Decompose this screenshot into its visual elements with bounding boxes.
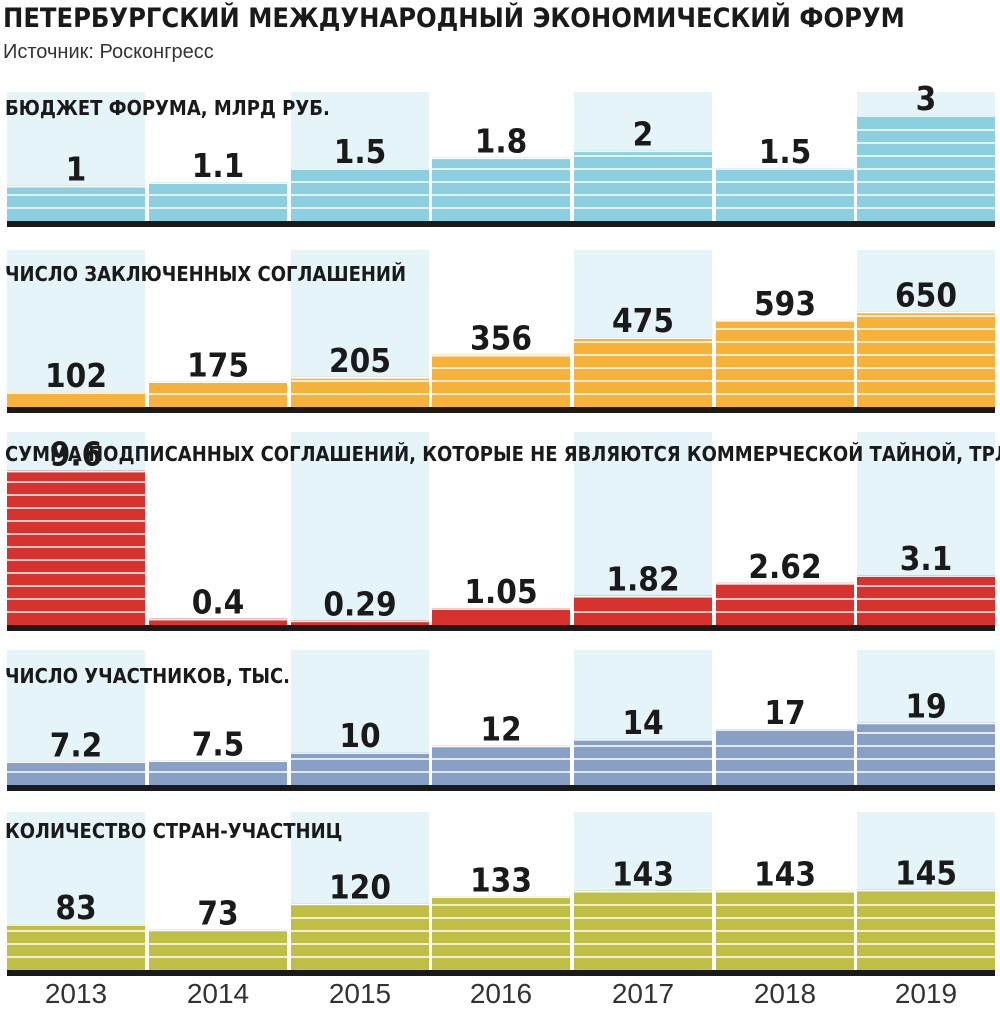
value-label-2018: 143 bbox=[754, 855, 816, 894]
infographic-title: ПЕТЕРБУРГСКИЙ МЕЖДУНАРОДНЫЙ ЭКОНОМИЧЕСКИ… bbox=[3, 2, 905, 34]
baseline bbox=[7, 785, 995, 791]
value-label-2019: 145 bbox=[895, 854, 957, 893]
value-label-2016: 133 bbox=[470, 860, 532, 899]
value-label-2015: 10 bbox=[339, 716, 380, 755]
value-label-2014: 175 bbox=[187, 345, 249, 384]
panel-title: СУММА ПОДПИСАННЫХ СОГЛАШЕНИЙ, КОТОРЫЕ НЕ… bbox=[5, 442, 1000, 466]
baseline bbox=[7, 407, 995, 413]
bar-2016 bbox=[432, 608, 570, 625]
bar-2016 bbox=[432, 745, 570, 785]
panel-4: 7.2 7.5 10 12 14 17 19 ЧИСЛО УЧАСТНИКОВ, ТЫС. bbox=[5, 650, 995, 791]
year-label-2013: 2013 bbox=[45, 978, 107, 1009]
value-label-2019: 3.1 bbox=[900, 539, 953, 578]
value-label-2015: 0.29 bbox=[323, 584, 396, 623]
value-label-2015: 205 bbox=[329, 341, 391, 380]
panel-title: БЮДЖЕТ ФОРУМА, МЛРД РУБ. bbox=[5, 96, 330, 120]
year-label-2014: 2014 bbox=[187, 978, 249, 1009]
baseline bbox=[7, 625, 995, 631]
value-label-2017: 2 bbox=[633, 114, 654, 153]
value-label-2013: 7.2 bbox=[50, 725, 103, 764]
value-label-2017: 1.82 bbox=[606, 560, 679, 599]
bar-2014 bbox=[149, 618, 287, 625]
value-label-2014: 73 bbox=[197, 894, 238, 933]
value-label-2018: 593 bbox=[754, 284, 816, 323]
bar-2017 bbox=[574, 595, 712, 625]
panel-5: 83 73 120 133 143 143 145 КОЛИЧЕСТВО СТРАН-УЧАС… bbox=[5, 812, 995, 976]
panel-1: 1 1.1 1.5 1.8 2 1.5 3 БЮДЖЕТ ФОРУМА, МЛРД РУБ. bbox=[5, 79, 995, 227]
value-label-2014: 0.4 bbox=[192, 583, 245, 622]
bar-2019 bbox=[857, 575, 995, 625]
year-label-2019: 2019 bbox=[895, 978, 957, 1009]
bar-2013 bbox=[7, 761, 145, 785]
value-label-2013: 9.6 bbox=[50, 435, 103, 474]
value-label-2018: 17 bbox=[764, 693, 805, 732]
bar-2015 bbox=[291, 903, 429, 970]
panel-title: КОЛИЧЕСТВО СТРАН-УЧАСТНИЦ bbox=[5, 819, 342, 843]
year-label-2015: 2015 bbox=[329, 978, 391, 1009]
year-label-2017: 2017 bbox=[612, 978, 674, 1009]
year-axis: 2013 2014 2015 2016 2017 2018 2019 bbox=[45, 978, 957, 1009]
bar-2014 bbox=[149, 929, 287, 970]
value-label-2017: 475 bbox=[612, 301, 674, 340]
bar-2018 bbox=[716, 319, 854, 407]
bar-2013 bbox=[7, 185, 145, 221]
value-label-2019: 650 bbox=[895, 276, 957, 315]
value-label-2013: 102 bbox=[45, 356, 107, 395]
baseline bbox=[7, 970, 995, 976]
bar-2017 bbox=[574, 150, 712, 221]
value-label-2017: 143 bbox=[612, 855, 674, 894]
value-label-2013: 83 bbox=[55, 888, 96, 927]
bar-2016 bbox=[432, 896, 570, 970]
baseline bbox=[7, 221, 995, 227]
value-label-2019: 3 bbox=[916, 79, 937, 118]
bar-2017 bbox=[574, 337, 712, 407]
value-label-2016: 1.8 bbox=[475, 121, 528, 160]
value-label-2015: 1.5 bbox=[334, 132, 387, 171]
value-label-2016: 1.05 bbox=[464, 572, 537, 611]
value-label-2014: 7.5 bbox=[192, 724, 245, 763]
bar-2018 bbox=[716, 582, 854, 625]
panel-3: 9.6 0.4 0.29 1.05 1.82 2.62 3.1 СУММА ПОДПИСАНН… bbox=[5, 432, 1000, 631]
bar-2019 bbox=[857, 311, 995, 407]
bar-2018 bbox=[716, 729, 854, 785]
year-label-2018: 2018 bbox=[754, 978, 816, 1009]
value-label-2015: 120 bbox=[329, 867, 391, 906]
panel-title: ЧИСЛО ЗАКЛЮЧЕННЫХ СОГЛАШЕНИЙ bbox=[5, 262, 406, 286]
column-background bbox=[7, 250, 145, 407]
bar-2015 bbox=[291, 620, 429, 625]
bar-2015 bbox=[291, 376, 429, 407]
year-label-2016: 2016 bbox=[470, 978, 532, 1009]
bar-2019 bbox=[857, 114, 995, 221]
value-label-2016: 356 bbox=[470, 319, 532, 358]
value-label-2014: 1.1 bbox=[192, 146, 245, 185]
bar-2013 bbox=[7, 392, 145, 407]
bar-2019 bbox=[857, 722, 995, 785]
bar-2019 bbox=[857, 889, 995, 970]
value-label-2016: 12 bbox=[480, 709, 521, 748]
bar-2013 bbox=[7, 470, 145, 625]
value-label-2013: 1 bbox=[66, 150, 87, 189]
bar-2015 bbox=[291, 752, 429, 785]
source-note: Источник: Росконгресс bbox=[3, 41, 214, 63]
value-label-2017: 14 bbox=[622, 703, 663, 742]
column-background bbox=[574, 432, 712, 625]
value-label-2018: 1.5 bbox=[759, 132, 812, 171]
value-label-2019: 19 bbox=[905, 686, 946, 725]
column-background bbox=[291, 432, 429, 625]
panel-title: ЧИСЛО УЧАСТНИКОВ, ТЫС. bbox=[5, 664, 290, 688]
bar-2014 bbox=[149, 182, 287, 221]
panel-2: 102 175 205 356 475 593 650 ЧИСЛО ЗАКЛЮЧЕННЫХ С… bbox=[5, 250, 995, 413]
bar-2016 bbox=[432, 157, 570, 221]
value-label-2018: 2.62 bbox=[748, 547, 821, 586]
